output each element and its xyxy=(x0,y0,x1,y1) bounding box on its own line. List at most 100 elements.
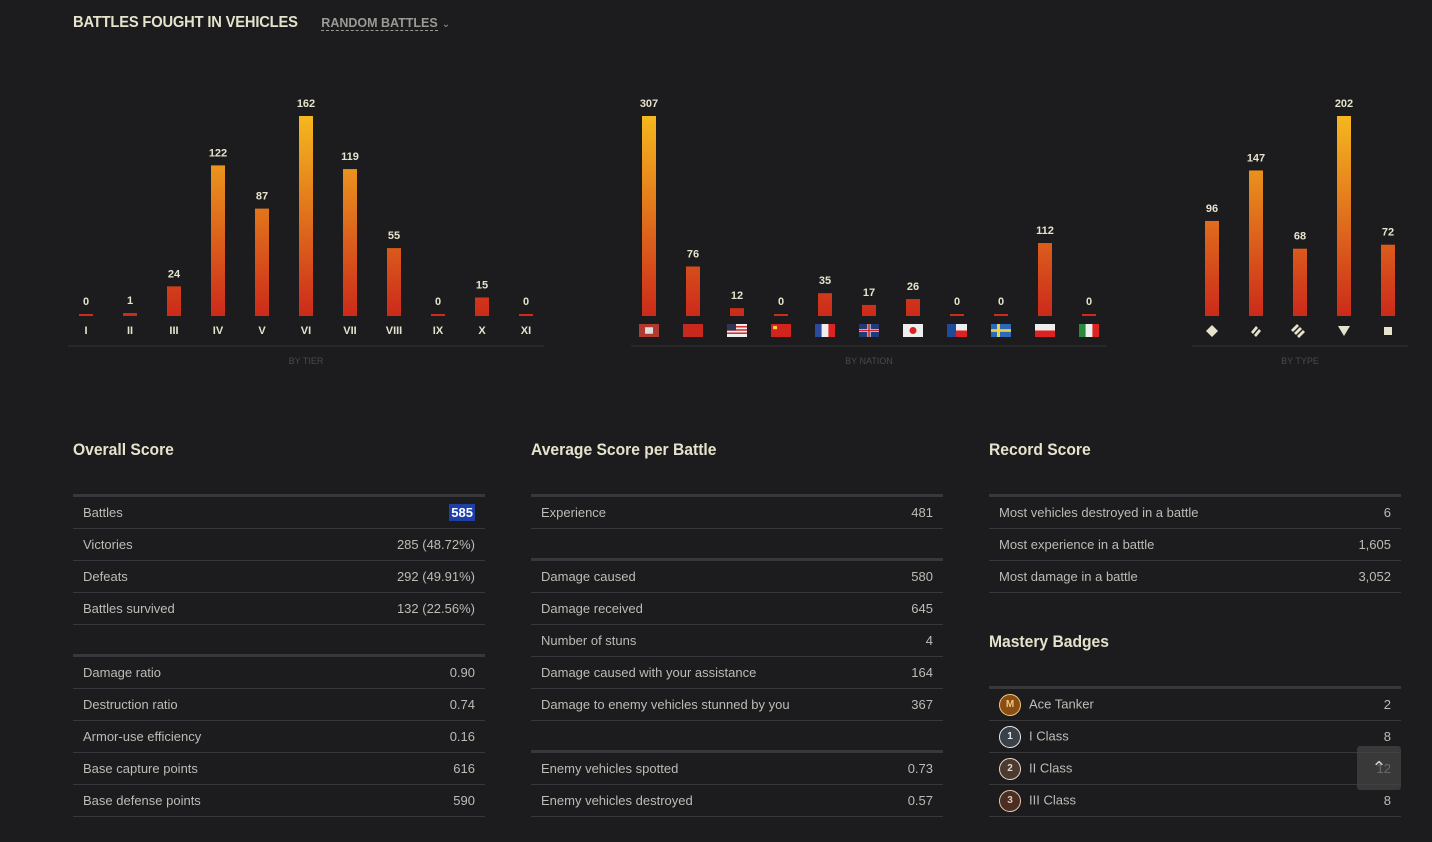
row-label: 2 II Class xyxy=(999,757,1072,780)
mastery-badge-icon: 3 xyxy=(999,789,1021,812)
row-label: Base defense points xyxy=(83,793,201,808)
row-label: Most experience in a battle xyxy=(999,537,1154,552)
average-score-section: Average Score per Battle Experience 481 D… xyxy=(531,440,943,817)
bar[interactable] xyxy=(1381,244,1395,316)
bar-value-label: 119 xyxy=(341,151,359,163)
row-label: Number of stuns xyxy=(541,633,636,648)
bar-value-label: 0 xyxy=(83,296,89,308)
title-row: BATTLES FOUGHT IN VEHICLES RANDOM BATTLE… xyxy=(73,14,450,32)
bar[interactable] xyxy=(519,314,533,316)
bar[interactable] xyxy=(994,314,1008,316)
row-label-text: Base capture points xyxy=(83,761,198,776)
overall-score-title: Overall Score xyxy=(73,440,174,459)
table-row: Destruction ratio 0.74 xyxy=(73,689,485,721)
battle-mode-select[interactable]: RANDOM BATTLES ⌄ xyxy=(321,14,451,32)
bar[interactable] xyxy=(79,314,93,316)
row-label-text: Armor-use efficiency xyxy=(83,729,202,744)
mastery-badges-section: Mastery Badges M Ace Tanker 2 1 I Class 8 2 II … xyxy=(989,632,1401,817)
bar[interactable] xyxy=(862,304,876,316)
row-value: 367 xyxy=(911,697,933,712)
bar[interactable] xyxy=(730,308,744,316)
row-label: Enemy vehicles spotted xyxy=(541,761,678,776)
bar-value-label: 15 xyxy=(476,279,488,291)
bar[interactable] xyxy=(774,314,788,316)
divider xyxy=(531,529,943,561)
bar[interactable] xyxy=(1205,220,1219,316)
double-chevron-up-icon[interactable]: ⌃ xyxy=(1371,758,1387,778)
average-score-table: Experience 481 xyxy=(531,494,943,529)
bar-value-label: 35 xyxy=(819,275,831,287)
table-row: M Ace Tanker 2 xyxy=(989,689,1401,721)
bar-value-label: 12 xyxy=(731,290,743,302)
row-value: 3,052 xyxy=(1358,569,1391,584)
bar[interactable] xyxy=(906,299,920,316)
mastery-badges-title: Mastery Badges xyxy=(989,632,1109,651)
table-row: 2II Class12 xyxy=(989,753,1401,785)
bar-value-label: 0 xyxy=(954,296,960,308)
row-label-text: Ace Tanker xyxy=(1029,695,1094,711)
bar[interactable] xyxy=(299,116,313,316)
chevron-down-icon[interactable]: ⌄ xyxy=(441,19,451,30)
row-label: Defeats xyxy=(83,569,128,584)
bar[interactable] xyxy=(1082,314,1096,316)
row-label-text: Victories xyxy=(83,537,133,552)
bar[interactable] xyxy=(1038,243,1052,316)
row-label: Damage caused xyxy=(541,569,636,584)
row-value: 1,605 xyxy=(1358,537,1391,552)
row-label: Enemy vehicles destroyed xyxy=(541,793,693,808)
bar[interactable] xyxy=(1293,248,1307,316)
bar[interactable] xyxy=(431,314,445,316)
record-score-table: Most vehicles destroyed in a battle 6 Most… xyxy=(989,494,1401,593)
row-value: 0.90 xyxy=(449,665,475,680)
row-label-text: Most damage in a battle xyxy=(999,569,1138,584)
flag-ussr-icon xyxy=(683,324,703,337)
bar[interactable] xyxy=(818,293,832,316)
table-row: Base defense points 590 xyxy=(73,785,485,817)
table-row: Victories 285 (48.72%) xyxy=(73,529,485,561)
bar[interactable] xyxy=(255,208,269,316)
bar[interactable] xyxy=(1249,170,1263,316)
bar[interactable] xyxy=(343,169,357,316)
row-value: 164 xyxy=(911,665,933,680)
row-label: Damage to enemy vehicles stunned by you xyxy=(541,697,790,712)
battle-mode-label[interactable]: RANDOM BATTLES xyxy=(321,16,438,31)
row-value: 585 xyxy=(449,504,475,521)
bar[interactable] xyxy=(950,314,964,316)
table-row: Most damage in a battle 3,052 xyxy=(989,561,1401,593)
record-score-title: Record Score xyxy=(989,440,1091,459)
bar-value-label: 17 xyxy=(863,287,875,299)
chart-caption: BY NATION xyxy=(845,356,893,366)
table-row: Damage caused 580 xyxy=(531,561,943,593)
page-title: BATTLES FOUGHT IN VEHICLES xyxy=(73,14,298,31)
bar[interactable] xyxy=(475,297,489,316)
bar[interactable] xyxy=(123,313,137,316)
row-value: 8 xyxy=(1383,729,1391,744)
bar-value-label: 1 xyxy=(127,295,133,307)
bar-value-label: 26 xyxy=(907,281,919,293)
bar[interactable] xyxy=(211,165,225,316)
row-value: 0.74 xyxy=(449,697,475,712)
bar-value-label: 162 xyxy=(297,98,315,110)
row-label: 3 III Class xyxy=(999,789,1076,812)
bar[interactable] xyxy=(167,286,181,316)
bar-value-label: 112 xyxy=(1036,225,1054,237)
bar[interactable] xyxy=(686,266,700,316)
row-value: 8 xyxy=(1383,793,1391,808)
bar[interactable] xyxy=(1337,116,1351,316)
row-value: 132 (22.56%) xyxy=(396,601,475,616)
table-row: Battles survived 132 (22.56%) xyxy=(73,593,485,625)
tier-tick-label: VI xyxy=(301,325,311,337)
tier-tick-label: IX xyxy=(433,325,444,337)
bar[interactable] xyxy=(642,116,656,316)
row-value: 2 xyxy=(1383,697,1391,712)
bar-value-label: 87 xyxy=(256,191,268,203)
row-value: 0.57 xyxy=(907,793,933,808)
table-row: Damage ratio 0.90 xyxy=(73,657,485,689)
scroll-to-top-button[interactable]: ⌃ xyxy=(1357,746,1401,790)
bar[interactable] xyxy=(387,248,401,316)
spg-icon xyxy=(1384,327,1392,335)
row-label: Damage caused with your assistance xyxy=(541,665,756,680)
row-label-text: Destruction ratio xyxy=(83,697,178,712)
bar-value-label: 0 xyxy=(523,296,529,308)
